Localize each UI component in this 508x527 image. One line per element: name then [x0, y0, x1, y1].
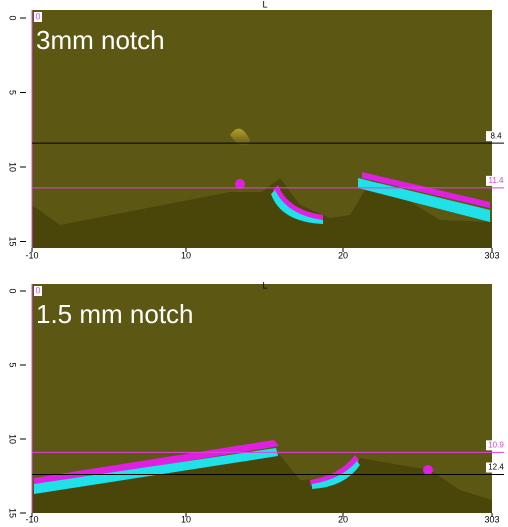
- panel-title: 1.5 mm notch: [36, 299, 194, 329]
- x-tick-label: -10: [25, 514, 38, 524]
- y-tick-label: 5: [8, 90, 18, 95]
- y-tick-label: 15: [8, 236, 18, 246]
- cursor-label-box: [486, 440, 506, 451]
- y-tick-label: 0: [8, 15, 18, 20]
- origin-box: [34, 286, 42, 296]
- axis-label: L: [262, 280, 267, 290]
- origin-box: [34, 12, 42, 22]
- x-tick-label: -10: [25, 250, 38, 260]
- panel-title: 3mm notch: [36, 25, 165, 55]
- cursor-label: 12.4: [488, 463, 504, 472]
- cursor-label: 8.4: [490, 131, 502, 140]
- cursor-label-box: [486, 131, 506, 142]
- y-tick-label: 15: [8, 508, 18, 518]
- scan-image-1: [32, 10, 492, 248]
- axis-label: L: [262, 0, 267, 9]
- cursor-label-box: [486, 462, 506, 473]
- x-tick-label: 10: [181, 514, 191, 524]
- y-tick-label: 10: [8, 162, 18, 172]
- cursor-label: 11.4: [489, 176, 505, 185]
- y-tick-label: 5: [8, 362, 18, 367]
- cursor-label: 10.9: [488, 440, 504, 449]
- x-tick-label: 20: [338, 514, 348, 524]
- x-tick-label: 303: [484, 250, 499, 260]
- x-tick-label: 10: [181, 250, 191, 260]
- x-tick-label: 303: [484, 514, 499, 524]
- y-tick-label: 0: [8, 288, 18, 293]
- origin-label: 0: [35, 285, 40, 295]
- x-tick-label: 20: [338, 250, 348, 260]
- y-tick-label: 10: [8, 434, 18, 444]
- cursor-label-box: [486, 175, 506, 186]
- origin-label: 0: [35, 11, 40, 21]
